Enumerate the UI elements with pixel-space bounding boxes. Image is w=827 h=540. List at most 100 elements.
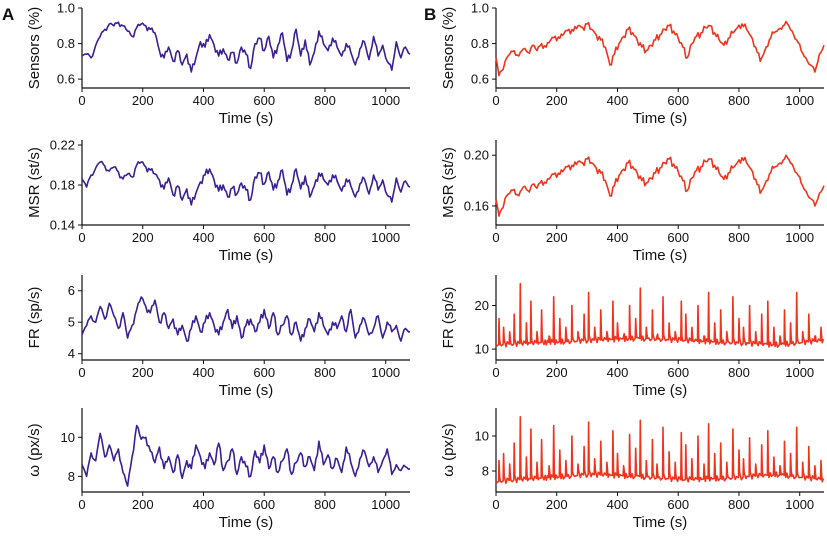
series-line bbox=[495, 416, 825, 484]
x-tick-label: 800 bbox=[728, 497, 750, 512]
x-axis-label: Time (s) bbox=[633, 247, 687, 264]
panel-label-A: A bbox=[2, 5, 14, 24]
x-tick-label: 400 bbox=[607, 230, 629, 245]
y-tick-label: 0.6 bbox=[57, 72, 75, 87]
y-tick-label: 10 bbox=[61, 430, 75, 445]
x-axis-label: Time (s) bbox=[633, 514, 687, 531]
y-tick-label: 0.14 bbox=[50, 218, 75, 233]
y-tick-label: 0.20 bbox=[464, 148, 489, 163]
x-tick-label: 1000 bbox=[371, 93, 400, 108]
y-tick-label: 0.22 bbox=[50, 138, 75, 153]
x-tick-label: 400 bbox=[193, 93, 215, 108]
y-axis-label: ω (px/s) bbox=[440, 423, 457, 476]
chart-B4: 0 200 400 600 800 1000 8 10 Time (s) ω (px/s) bbox=[440, 408, 825, 531]
x-tick-label: 400 bbox=[193, 230, 215, 245]
x-axis-label: Time (s) bbox=[633, 110, 687, 127]
series-line bbox=[495, 282, 825, 348]
x-tick-label: 1000 bbox=[785, 365, 814, 380]
x-tick-label: 400 bbox=[607, 365, 629, 380]
x-tick-label: 1000 bbox=[785, 497, 814, 512]
series-line bbox=[81, 160, 411, 206]
x-tick-label: 400 bbox=[193, 497, 215, 512]
x-tick-label: 600 bbox=[253, 230, 275, 245]
y-tick-label: 0.8 bbox=[57, 36, 75, 51]
x-tick-label: 600 bbox=[253, 497, 275, 512]
x-tick-label: 400 bbox=[607, 497, 629, 512]
x-axis-label: Time (s) bbox=[633, 382, 687, 399]
x-tick-label: 800 bbox=[314, 93, 336, 108]
x-tick-label: 200 bbox=[132, 365, 154, 380]
y-tick-label: 5 bbox=[68, 315, 75, 330]
y-tick-label: 8 bbox=[482, 464, 489, 479]
y-axis-label: FR (sp/s) bbox=[440, 287, 457, 349]
x-tick-label: 400 bbox=[193, 365, 215, 380]
x-tick-label: 600 bbox=[253, 93, 275, 108]
x-tick-label: 600 bbox=[253, 365, 275, 380]
y-tick-label: 4 bbox=[68, 346, 75, 361]
x-tick-label: 0 bbox=[78, 93, 85, 108]
x-tick-label: 600 bbox=[667, 230, 689, 245]
y-tick-label: 0.18 bbox=[50, 178, 75, 193]
chart-A3: 0 200 400 600 800 1000 4 5 6 Time (s) FR (sp/s) bbox=[26, 275, 411, 399]
y-axis-label: Sensors (%) bbox=[440, 7, 457, 90]
x-tick-label: 800 bbox=[728, 365, 750, 380]
x-tick-label: 600 bbox=[667, 93, 689, 108]
x-tick-label: 0 bbox=[492, 365, 499, 380]
y-tick-label: 1.0 bbox=[471, 1, 489, 16]
chart-B1: 0 200 400 600 800 1000 0.6 0.8 1.0 Time (s) Sensor… bbox=[440, 1, 825, 127]
x-tick-label: 800 bbox=[728, 93, 750, 108]
series-line bbox=[495, 154, 825, 217]
x-tick-label: 200 bbox=[546, 93, 568, 108]
series-line bbox=[81, 296, 411, 342]
x-tick-label: 200 bbox=[132, 497, 154, 512]
series-line bbox=[81, 424, 411, 487]
x-tick-label: 200 bbox=[132, 230, 154, 245]
x-axis-label: Time (s) bbox=[219, 514, 273, 531]
x-tick-label: 600 bbox=[667, 497, 689, 512]
x-tick-label: 0 bbox=[78, 365, 85, 380]
y-axis-label: MSR (st/s) bbox=[26, 147, 43, 218]
x-tick-label: 0 bbox=[78, 230, 85, 245]
x-axis-label: Time (s) bbox=[219, 110, 273, 127]
x-tick-label: 200 bbox=[132, 93, 154, 108]
y-tick-label: 1.0 bbox=[57, 1, 75, 16]
x-tick-label: 1000 bbox=[371, 497, 400, 512]
y-tick-label: 0.16 bbox=[464, 198, 489, 213]
chart-A2: 0 200 400 600 800 1000 0.14 0.18 0.22 Time (s) MSR… bbox=[26, 138, 411, 264]
panel-label-B: B bbox=[424, 5, 436, 24]
y-tick-label: 20 bbox=[475, 298, 489, 313]
y-axis-label: MSR (st/s) bbox=[440, 147, 457, 218]
series-line bbox=[81, 21, 411, 73]
x-axis-label: Time (s) bbox=[219, 382, 273, 399]
x-tick-label: 400 bbox=[607, 93, 629, 108]
x-tick-label: 1000 bbox=[371, 230, 400, 245]
x-tick-label: 200 bbox=[546, 230, 568, 245]
x-tick-label: 800 bbox=[314, 365, 336, 380]
y-tick-label: 8 bbox=[68, 469, 75, 484]
chart-B2: 0 200 400 600 800 1000 0.16 0.20 Time (s) MSR (st… bbox=[440, 140, 825, 264]
y-tick-label: 10 bbox=[475, 342, 489, 357]
chart-B3: 0 200 400 600 800 1000 10 20 Time (s) FR (sp/s) bbox=[440, 275, 825, 399]
y-tick-label: 6 bbox=[68, 283, 75, 298]
y-axis-label: FR (sp/s) bbox=[26, 287, 43, 349]
x-tick-label: 0 bbox=[492, 93, 499, 108]
x-tick-label: 800 bbox=[728, 230, 750, 245]
chart-A4: 0 200 400 600 800 1000 8 10 Time (s) ω (px/s) bbox=[26, 408, 411, 531]
y-tick-label: 10 bbox=[475, 429, 489, 444]
x-tick-label: 600 bbox=[667, 365, 689, 380]
x-tick-label: 1000 bbox=[371, 365, 400, 380]
x-tick-label: 800 bbox=[314, 497, 336, 512]
x-axis-label: Time (s) bbox=[219, 247, 273, 264]
x-tick-label: 0 bbox=[78, 497, 85, 512]
x-tick-label: 1000 bbox=[785, 230, 814, 245]
x-tick-label: 200 bbox=[546, 497, 568, 512]
y-axis-label: Sensors (%) bbox=[26, 7, 43, 90]
y-tick-label: 0.8 bbox=[471, 36, 489, 51]
series-line bbox=[495, 20, 825, 77]
x-tick-label: 200 bbox=[546, 365, 568, 380]
y-axis-label: ω (px/s) bbox=[26, 423, 43, 476]
x-tick-label: 1000 bbox=[785, 93, 814, 108]
x-tick-label: 0 bbox=[492, 497, 499, 512]
